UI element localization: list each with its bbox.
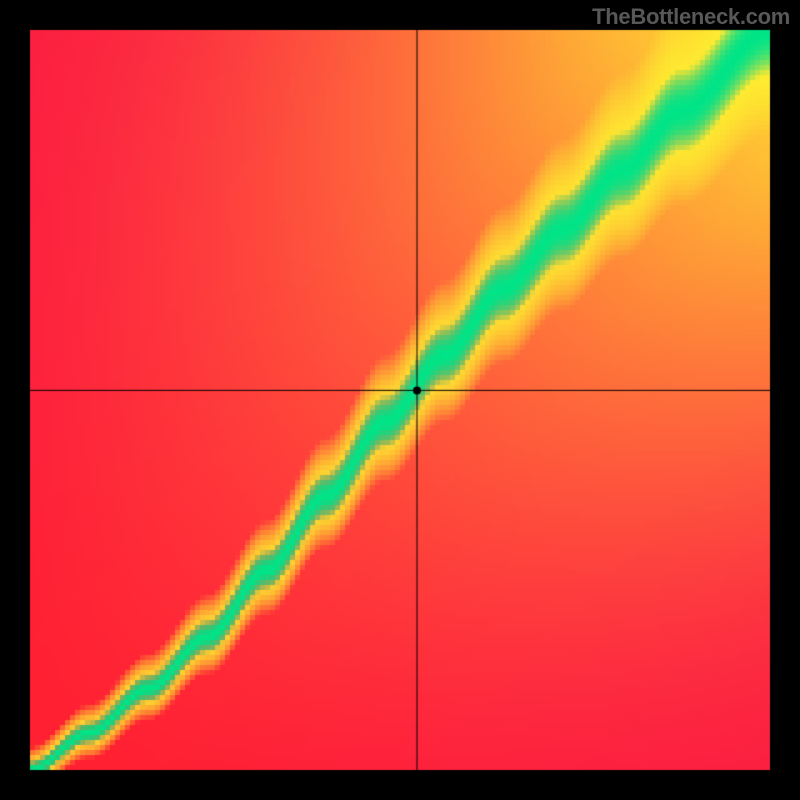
watermark-label: TheBottleneck.com bbox=[592, 4, 790, 30]
bottleneck-heatmap-canvas bbox=[0, 0, 800, 800]
chart-container: TheBottleneck.com bbox=[0, 0, 800, 800]
